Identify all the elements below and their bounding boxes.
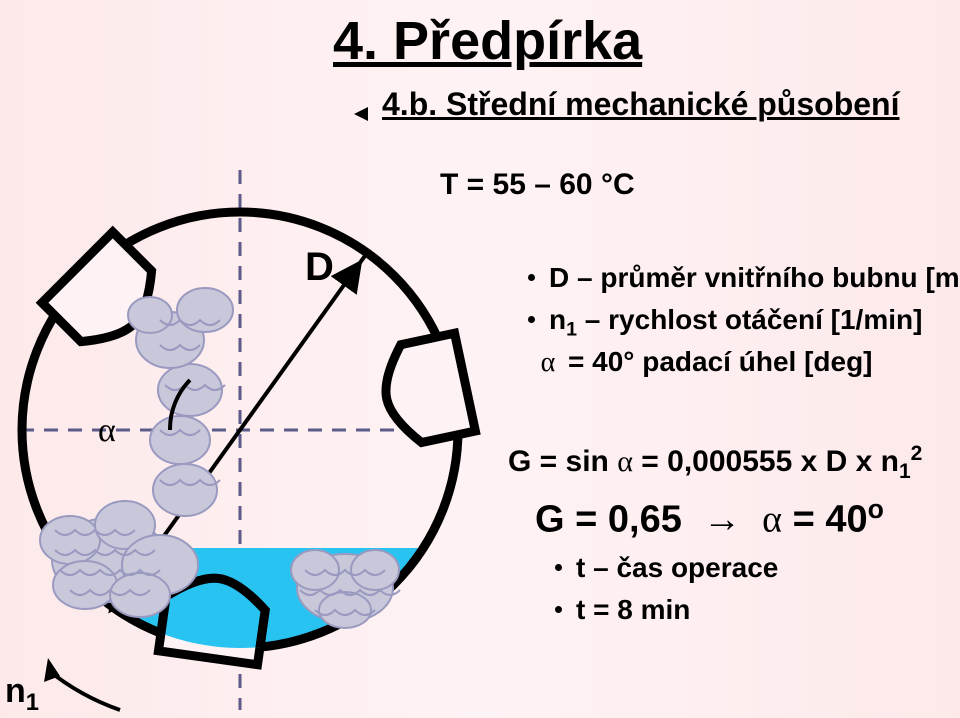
- bullet-n1: n1 – rychlost otáčení [1/min]: [528, 304, 922, 342]
- eq-G-result: G = 0,65 → α = 40o: [535, 494, 884, 542]
- bullet-alpha: α= 40° padací úhel [deg]: [528, 346, 873, 379]
- subtitle-marker: [354, 107, 368, 121]
- alpha-label: α: [98, 412, 116, 450]
- bullet-D: D – průměr vnitřního bubnu [m: [528, 262, 960, 294]
- bullet-t-val: t = 8 min: [555, 594, 690, 626]
- eq-G-sin: G = sin α = 0,000555 x D x n12: [508, 442, 922, 484]
- D-label: D: [305, 245, 334, 290]
- bullet-t-desc: t – čas operace: [555, 552, 778, 584]
- drum-diagram: [0, 170, 500, 718]
- subtitle: 4.b. Střední mechanické působení: [382, 86, 899, 123]
- n1-label: n1: [5, 672, 39, 717]
- slide-title: 4. Předpírka: [333, 10, 642, 72]
